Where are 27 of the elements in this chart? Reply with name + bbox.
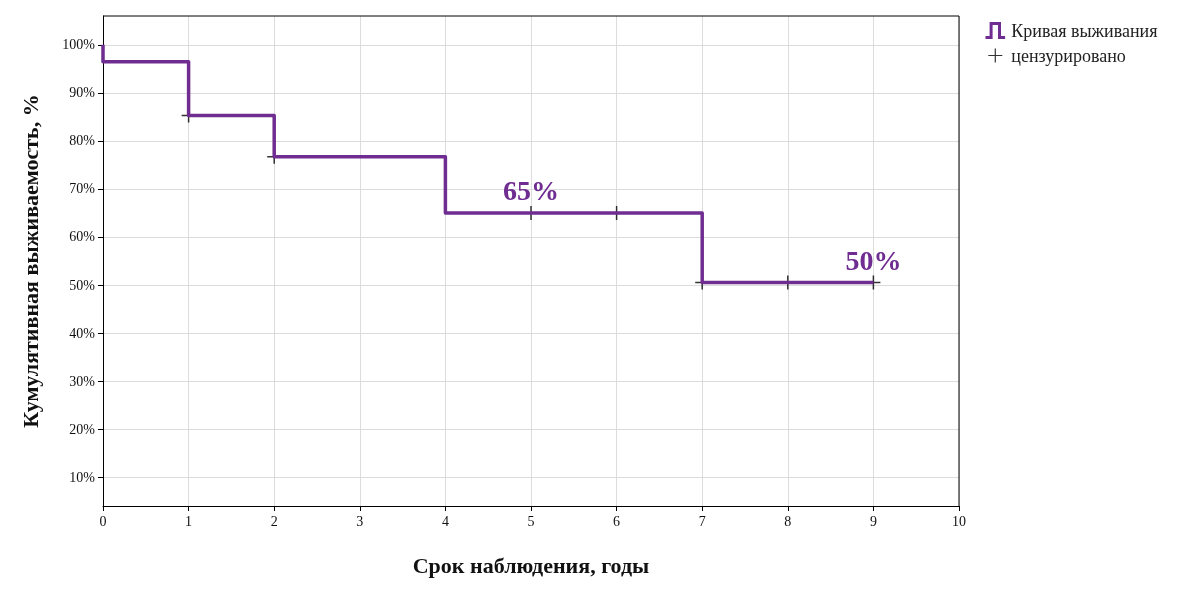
x-tick-label: 5: [527, 513, 535, 529]
y-tick-label: 50%: [69, 277, 96, 293]
y-tick-label: 70%: [69, 181, 96, 197]
y-axis-title: Кумулятивная выживаемость, %: [17, 94, 43, 428]
y-tick-label: 60%: [69, 229, 96, 245]
y-tick-label: 20%: [69, 421, 96, 437]
legend-label: цензурировано: [1011, 45, 1126, 66]
legend-label: Кривая выживания: [1011, 20, 1158, 41]
y-tick-label: 90%: [69, 85, 96, 101]
x-tick-label: 4: [441, 513, 449, 529]
x-tick-label: 7: [698, 513, 706, 529]
x-axis-title: Срок наблюдения, годы: [412, 552, 650, 578]
annotation: 65%: [503, 175, 559, 207]
x-tick-label: 1: [185, 513, 193, 529]
x-tick-label: 10: [952, 513, 966, 529]
y-tick-label: 80%: [69, 133, 96, 149]
annotation: 50%: [845, 245, 902, 277]
x-tick-label: 2: [270, 513, 278, 529]
y-tick-label: 40%: [69, 325, 96, 341]
y-tick-label: 10%: [69, 469, 96, 485]
x-tick-label: 3: [356, 513, 364, 529]
y-tick-label: 100%: [62, 37, 96, 53]
x-tick-label: 0: [99, 513, 107, 529]
x-tick-label: 9: [869, 513, 877, 529]
y-tick-label: 30%: [69, 373, 96, 389]
x-tick-label: 6: [613, 513, 621, 529]
x-tick-label: 8: [784, 513, 792, 529]
